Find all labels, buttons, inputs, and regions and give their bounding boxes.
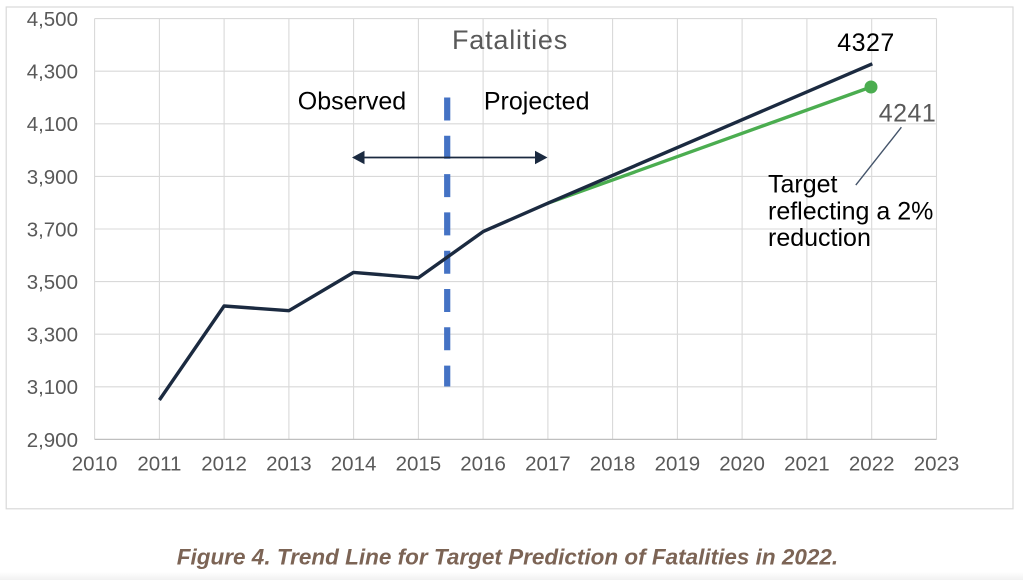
svg-text:2020: 2020 [719, 453, 765, 476]
svg-text:2021: 2021 [784, 453, 830, 476]
svg-text:2014: 2014 [331, 453, 377, 476]
svg-text:4,100: 4,100 [27, 113, 78, 136]
svg-text:2013: 2013 [266, 453, 312, 476]
svg-text:Observed: Observed [298, 88, 406, 116]
svg-text:3,100: 3,100 [27, 376, 78, 399]
svg-text:Projected: Projected [484, 88, 590, 116]
svg-text:2012: 2012 [201, 453, 247, 476]
svg-text:4241: 4241 [879, 100, 937, 128]
svg-text:3,500: 3,500 [27, 271, 78, 294]
svg-text:2011: 2011 [137, 453, 181, 476]
svg-text:2010: 2010 [72, 453, 118, 476]
svg-text:4,300: 4,300 [27, 61, 78, 84]
svg-text:Target: Target [768, 170, 838, 198]
svg-text:2016: 2016 [460, 453, 506, 476]
svg-text:3,700: 3,700 [27, 218, 78, 241]
svg-text:2017: 2017 [525, 453, 571, 476]
svg-text:2015: 2015 [396, 453, 442, 476]
svg-text:3,300: 3,300 [27, 324, 78, 347]
svg-text:Figure 4. Trend Line for Targe: Figure 4. Trend Line for Target Predicti… [177, 545, 838, 570]
svg-text:2022: 2022 [849, 453, 895, 476]
svg-text:4,500: 4,500 [27, 8, 78, 31]
svg-text:Fatalities: Fatalities [452, 25, 568, 55]
svg-text:2,900: 2,900 [27, 429, 78, 452]
svg-text:3,900: 3,900 [27, 166, 78, 189]
svg-text:reduction: reduction [768, 224, 871, 252]
svg-text:2023: 2023 [914, 453, 960, 476]
svg-text:2018: 2018 [590, 453, 636, 476]
svg-text:2019: 2019 [655, 453, 701, 476]
svg-text:reflecting a 2%: reflecting a 2% [768, 197, 933, 225]
svg-text:4327: 4327 [837, 29, 895, 57]
